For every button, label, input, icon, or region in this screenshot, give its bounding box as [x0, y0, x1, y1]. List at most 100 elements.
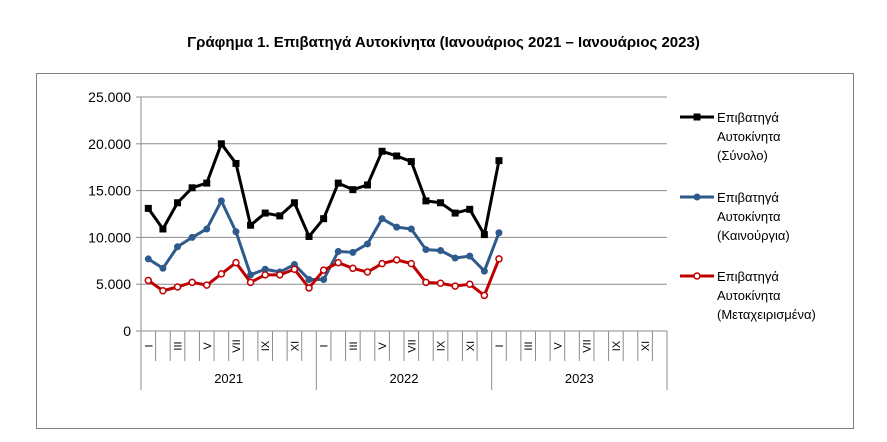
data-point — [422, 197, 430, 205]
data-point — [349, 248, 357, 256]
data-point — [451, 254, 459, 262]
year-label: 2022 — [390, 371, 419, 386]
month-label: IX — [611, 340, 623, 351]
data-point — [159, 225, 167, 233]
data-point — [495, 229, 503, 237]
month-label: V — [202, 342, 214, 350]
data-point — [334, 179, 342, 187]
data-point — [319, 266, 328, 274]
y-tick-label: 0 — [123, 323, 131, 339]
data-point — [480, 291, 489, 300]
data-point — [422, 246, 430, 254]
legend-label: (Μεταχειρισμένα) — [717, 307, 816, 322]
data-point — [144, 255, 152, 263]
month-label: I — [319, 344, 331, 347]
data-point — [305, 232, 313, 240]
legend-label: (Καινούργια) — [717, 228, 790, 243]
legend-marker — [693, 113, 701, 121]
data-point — [261, 265, 269, 273]
month-label: I — [494, 344, 506, 347]
data-point — [393, 223, 401, 231]
data-point — [437, 199, 445, 207]
data-point — [247, 221, 255, 229]
data-point — [436, 279, 445, 288]
data-point — [232, 159, 240, 167]
data-point — [203, 225, 211, 233]
month-label: I — [143, 344, 155, 347]
legend-label: Αυτοκίνητα — [717, 209, 781, 224]
month-label: XI — [465, 341, 477, 351]
data-point — [407, 259, 416, 268]
data-point — [261, 271, 269, 279]
legend-marker — [693, 193, 701, 201]
data-point — [451, 209, 459, 217]
month-label: V — [377, 342, 389, 350]
y-tick-label: 20.000 — [88, 136, 131, 152]
month-label: IX — [436, 340, 448, 351]
data-point — [378, 259, 386, 268]
data-point — [261, 209, 269, 217]
data-point — [437, 247, 445, 255]
month-label: III — [348, 341, 360, 350]
data-point — [393, 152, 401, 160]
data-point — [480, 231, 488, 239]
data-point — [174, 199, 182, 207]
year-label: 2023 — [565, 371, 594, 386]
data-point — [276, 271, 284, 279]
data-point — [334, 258, 342, 267]
data-point — [392, 256, 401, 264]
data-point — [349, 264, 357, 273]
data-point — [466, 205, 474, 213]
month-label: XI — [640, 341, 652, 351]
data-point — [217, 140, 225, 148]
legend-label: (Σύνολο) — [717, 148, 768, 163]
legend-label: Επιβατηγά — [717, 269, 779, 284]
y-tick-label: 10.000 — [88, 229, 131, 245]
data-point — [246, 278, 255, 287]
data-point — [144, 276, 153, 285]
data-point — [203, 281, 211, 289]
data-point — [451, 282, 459, 290]
data-point — [363, 268, 372, 276]
chart-title: Γράφημα 1. Επιβατηγά Αυτοκίνητα (Ιανουάρ… — [187, 34, 700, 51]
chart-frame — [36, 73, 854, 429]
data-point — [188, 233, 196, 241]
data-point — [188, 184, 196, 192]
y-tick-label: 25.000 — [88, 89, 131, 105]
data-point — [217, 270, 226, 278]
data-point — [320, 215, 328, 223]
data-point — [188, 278, 196, 287]
data-point — [495, 255, 503, 263]
legend-label: Επιβατηγά — [717, 110, 779, 125]
legend-label: Αυτοκίνητα — [717, 288, 781, 303]
month-label: V — [552, 342, 564, 350]
data-point — [232, 228, 240, 236]
data-point — [363, 240, 371, 248]
data-point — [422, 278, 430, 287]
month-label: III — [523, 341, 535, 350]
data-point — [480, 267, 488, 275]
data-point — [276, 212, 284, 220]
data-point — [495, 157, 503, 165]
data-point — [173, 283, 182, 291]
data-point — [466, 280, 474, 288]
data-point — [159, 264, 167, 272]
data-point — [305, 276, 313, 284]
data-point — [290, 265, 299, 273]
data-point — [174, 243, 182, 251]
year-label: 2021 — [214, 371, 243, 386]
y-tick-label: 15.000 — [88, 183, 131, 199]
month-label: XI — [289, 341, 301, 351]
data-point — [349, 186, 357, 194]
data-point — [320, 276, 328, 284]
data-point — [407, 225, 415, 233]
month-label: VII — [406, 339, 418, 352]
data-point — [305, 284, 313, 292]
data-point — [217, 197, 225, 205]
data-point — [466, 252, 474, 260]
data-point — [334, 247, 342, 255]
legend-label: Επιβατηγά — [717, 190, 779, 205]
data-point — [203, 179, 211, 187]
data-point — [232, 258, 240, 267]
